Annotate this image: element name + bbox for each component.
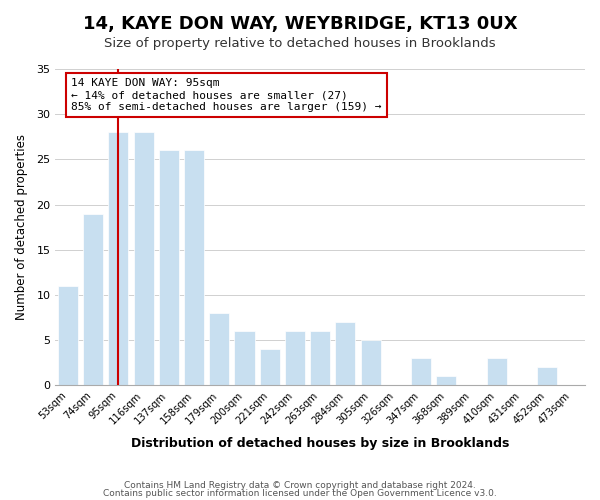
Bar [285,331,305,386]
Text: Contains public sector information licensed under the Open Government Licence v3: Contains public sector information licen… [103,488,497,498]
Text: Contains HM Land Registry data © Crown copyright and database right 2024.: Contains HM Land Registry data © Crown c… [124,481,476,490]
Bar [134,132,154,386]
Bar [260,349,280,386]
Bar [361,340,380,386]
Bar [487,358,507,386]
Bar [184,150,204,386]
Bar [436,376,457,386]
Bar [335,322,355,386]
Text: Size of property relative to detached houses in Brooklands: Size of property relative to detached ho… [104,38,496,51]
Text: 14, KAYE DON WAY, WEYBRIDGE, KT13 0UX: 14, KAYE DON WAY, WEYBRIDGE, KT13 0UX [83,15,517,33]
Bar [537,368,557,386]
Bar [58,286,78,386]
Bar [83,214,103,386]
Bar [159,150,179,386]
Bar [411,358,431,386]
Bar [310,331,330,386]
Bar [235,331,254,386]
Y-axis label: Number of detached properties: Number of detached properties [15,134,28,320]
Bar [209,313,229,386]
X-axis label: Distribution of detached houses by size in Brooklands: Distribution of detached houses by size … [131,437,509,450]
Text: 14 KAYE DON WAY: 95sqm
← 14% of detached houses are smaller (27)
85% of semi-det: 14 KAYE DON WAY: 95sqm ← 14% of detached… [71,78,382,112]
Bar [108,132,128,386]
